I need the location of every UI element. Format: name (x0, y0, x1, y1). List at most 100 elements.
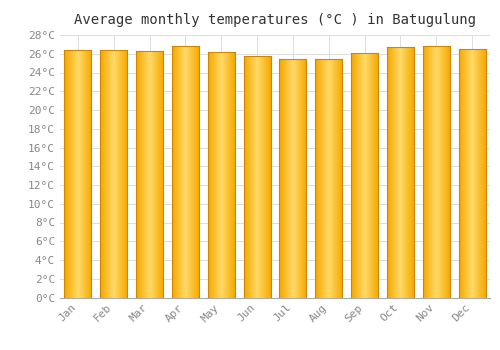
Bar (443, 46, 444, 298)
Bar (180, 46, 182, 298)
Bar (136, 51, 137, 298)
Bar (285, 60, 286, 298)
Bar (437, 46, 438, 298)
Bar (192, 46, 193, 298)
Bar (152, 51, 153, 298)
Bar (269, 56, 270, 298)
Bar (389, 47, 390, 298)
Bar (191, 46, 192, 298)
Bar (248, 56, 249, 298)
Bar (80, 50, 82, 298)
Bar (113, 50, 114, 298)
Bar (434, 46, 435, 298)
Bar (435, 46, 436, 298)
Bar (220, 52, 221, 298)
Bar (117, 50, 118, 298)
Bar (228, 52, 230, 298)
Bar (340, 60, 341, 298)
Bar (88, 50, 90, 298)
Bar (103, 50, 104, 298)
Bar (442, 46, 443, 298)
Bar (472, 49, 473, 298)
Bar (73, 50, 74, 298)
Bar (137, 51, 138, 298)
Bar (316, 60, 318, 298)
Bar (150, 51, 151, 298)
Bar (101, 50, 102, 298)
Bar (358, 53, 359, 298)
Bar (193, 46, 194, 298)
Bar (297, 60, 298, 298)
Bar (230, 52, 232, 298)
Bar (484, 49, 485, 298)
Bar (466, 49, 468, 298)
Bar (156, 51, 157, 298)
Bar (219, 52, 220, 298)
Bar (70, 50, 71, 298)
Bar (301, 60, 302, 298)
Bar (436, 46, 437, 298)
Bar (374, 53, 376, 298)
Bar (444, 46, 445, 298)
Bar (198, 46, 199, 298)
Bar (111, 50, 112, 298)
Bar (74, 50, 75, 298)
Bar (445, 46, 446, 298)
Bar (366, 53, 368, 298)
Bar (481, 49, 482, 298)
Bar (395, 47, 396, 298)
Bar (330, 60, 331, 298)
Bar (302, 60, 303, 298)
Bar (194, 46, 195, 298)
Bar (252, 56, 253, 298)
Bar (148, 51, 149, 298)
Bar (458, 49, 460, 298)
Bar (78, 50, 80, 298)
Bar (153, 51, 154, 298)
Bar (121, 50, 122, 298)
Bar (114, 50, 115, 298)
Bar (188, 46, 189, 298)
Bar (402, 47, 403, 298)
Bar (292, 60, 293, 298)
Bar (217, 52, 218, 298)
Bar (324, 60, 326, 298)
Bar (209, 52, 210, 298)
Bar (364, 53, 366, 298)
Bar (296, 60, 297, 298)
Bar (138, 51, 139, 298)
Bar (462, 49, 464, 298)
Bar (66, 50, 67, 298)
Bar (162, 51, 163, 298)
Bar (251, 56, 252, 298)
Bar (477, 49, 478, 298)
Bar (430, 46, 431, 298)
Bar (411, 47, 412, 298)
Bar (256, 56, 257, 298)
Bar (409, 47, 410, 298)
Bar (334, 60, 335, 298)
Bar (397, 47, 398, 298)
Bar (320, 60, 322, 298)
Bar (110, 50, 111, 298)
Bar (266, 56, 267, 298)
Bar (90, 50, 92, 298)
Bar (100, 50, 101, 298)
Bar (328, 60, 329, 298)
Bar (396, 47, 397, 298)
Bar (300, 60, 301, 298)
Bar (210, 52, 211, 298)
Bar (287, 60, 288, 298)
Bar (403, 47, 404, 298)
Bar (157, 51, 158, 298)
Bar (332, 60, 333, 298)
Bar (154, 51, 155, 298)
Bar (116, 50, 117, 298)
Bar (139, 51, 140, 298)
Bar (124, 50, 125, 298)
Bar (433, 46, 434, 298)
Bar (122, 50, 123, 298)
Bar (290, 60, 291, 298)
Bar (82, 50, 84, 298)
Bar (69, 50, 70, 298)
